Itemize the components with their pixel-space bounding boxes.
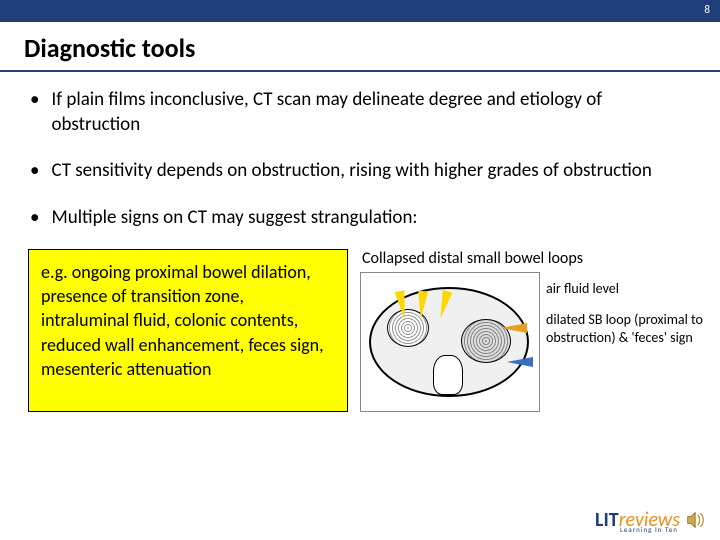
- bullet-item: If plain films inconclusive, CT scan may…: [28, 88, 692, 137]
- logo-subtitle: Learning In Ten: [620, 525, 678, 534]
- ct-side-labels: air fluid level dilated SB loop (proxima…: [546, 272, 720, 412]
- footer: LITreviews Learning In Ten: [595, 508, 706, 532]
- arrow-blue-icon: [507, 357, 533, 367]
- ct-scan-image: [360, 272, 540, 412]
- page-number: 8: [704, 3, 710, 16]
- title-divider: [0, 70, 720, 72]
- bullet-text: If plain films inconclusive, CT scan may…: [51, 88, 692, 137]
- highlight-box: e.g. ongoing proximal bowel dilation, pr…: [28, 249, 348, 412]
- label-air-fluid: air fluid level: [546, 280, 720, 298]
- bullet-text: CT sensitivity depends on obstruction, r…: [51, 159, 651, 184]
- ct-spine: [433, 355, 463, 395]
- label-dilated-loop: dilated SB loop (proximal to obstruction…: [546, 311, 720, 346]
- lower-section: e.g. ongoing proximal bowel dilation, pr…: [0, 249, 720, 412]
- logo-lit: LIT: [595, 508, 619, 532]
- bullet-text: Multiple signs on CT may suggest strangu…: [51, 206, 417, 231]
- logo: LITreviews Learning In Ten: [595, 508, 680, 532]
- slide-title: Diagnostic tools: [24, 32, 720, 64]
- bullet-item: CT sensitivity depends on obstruction, r…: [28, 159, 692, 184]
- arrow-orange-icon: [501, 323, 527, 333]
- content-area: If plain films inconclusive, CT scan may…: [0, 88, 720, 231]
- header-bar: 8: [0, 0, 720, 22]
- ct-row: air fluid level dilated SB loop (proxima…: [360, 272, 720, 412]
- ct-top-label: Collapsed distal small bowel loops: [362, 249, 720, 268]
- bullet-item: Multiple signs on CT may suggest strangu…: [28, 206, 692, 231]
- speaker-icon[interactable]: [686, 511, 706, 529]
- ct-diagram-area: Collapsed distal small bowel loops air f…: [360, 249, 720, 412]
